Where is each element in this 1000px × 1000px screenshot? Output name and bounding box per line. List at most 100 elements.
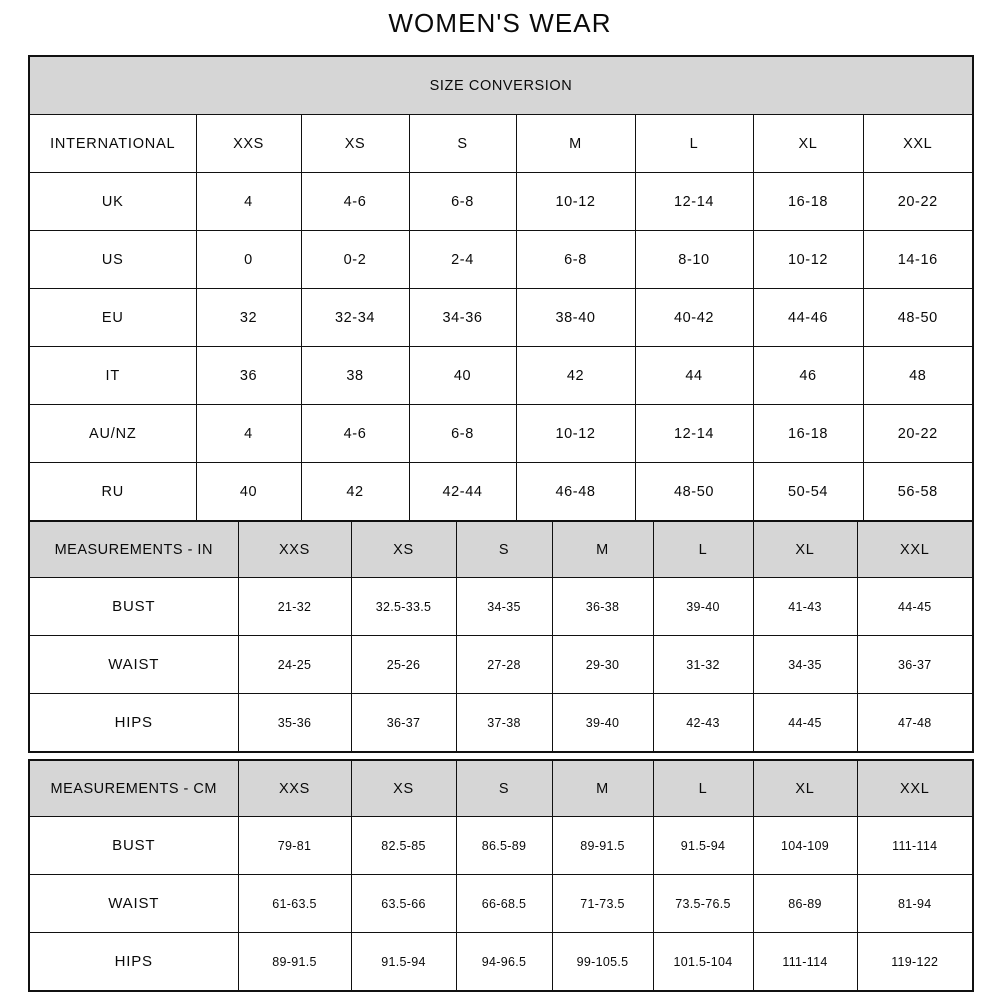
cell-value: 38 bbox=[300, 346, 410, 405]
cell-value: 36-37 bbox=[856, 635, 974, 694]
cell-value: 37-38 bbox=[455, 693, 553, 753]
cell-value: 99-105.5 bbox=[551, 932, 654, 992]
cell-value: 32.5-33.5 bbox=[350, 577, 457, 636]
cell-value: 42-43 bbox=[652, 693, 754, 753]
table-row: US 0 0-2 2-4 6-8 8-10 10-12 14-16 bbox=[28, 230, 974, 289]
cell-value: 35-36 bbox=[237, 693, 352, 753]
row-label-uk: UK bbox=[28, 172, 197, 231]
size-header-xs: XS bbox=[350, 520, 457, 578]
cell-value: 42-44 bbox=[408, 462, 517, 522]
cell-value: 34-36 bbox=[408, 288, 517, 347]
table-row: BUST 79-81 82.5-85 86.5-89 89-91.5 91.5-94 104… bbox=[28, 816, 974, 875]
cell-value: 36-38 bbox=[551, 577, 654, 636]
table-row: HIPS 89-91.5 91.5-94 94-96.5 99-105.5 101.5-1… bbox=[28, 932, 974, 992]
measurements-cm-table: MEASUREMENTS - CM XXS XS S M L XL XXL BUST 79-81 8… bbox=[28, 759, 974, 992]
row-label-it: IT bbox=[28, 346, 197, 405]
cell-value: 71-73.5 bbox=[551, 874, 654, 933]
cell-value: 44 bbox=[634, 346, 754, 405]
table-row: EU 32 32-34 34-36 38-40 40-42 44-46 48-50 bbox=[28, 288, 974, 347]
cell-value: 111-114 bbox=[752, 932, 858, 992]
cell-value: 44-46 bbox=[752, 288, 864, 347]
cell-value: 86.5-89 bbox=[455, 816, 553, 875]
cell-value: 0-2 bbox=[300, 230, 410, 289]
cell-value: 91.5-94 bbox=[350, 932, 457, 992]
cell-value: 40 bbox=[195, 462, 302, 522]
cell-value: 48 bbox=[862, 346, 974, 405]
row-label-us: US bbox=[28, 230, 197, 289]
row-label-bust: BUST bbox=[28, 577, 239, 636]
cell-value: 34-35 bbox=[455, 577, 553, 636]
cell-value: 89-91.5 bbox=[237, 932, 352, 992]
cell-value: 20-22 bbox=[862, 404, 974, 463]
cell-value: 56-58 bbox=[862, 462, 974, 522]
cell-value: 32-34 bbox=[300, 288, 410, 347]
size-header-s: S bbox=[455, 520, 553, 578]
cell-value: 12-14 bbox=[634, 404, 754, 463]
table-row: WAIST 61-63.5 63.5-66 66-68.5 71-73.5 73.5-76… bbox=[28, 874, 974, 933]
cell-value: 39-40 bbox=[551, 693, 654, 753]
cell-value: 81-94 bbox=[856, 874, 974, 933]
row-label-international: INTERNATIONAL bbox=[28, 114, 197, 173]
cell-value: 82.5-85 bbox=[350, 816, 457, 875]
cell-value: 2-4 bbox=[408, 230, 517, 289]
table-row: BUST 21-32 32.5-33.5 34-35 36-38 39-40 41-43 44… bbox=[28, 577, 974, 636]
cell-value: 4 bbox=[195, 172, 302, 231]
cell-value: 8-10 bbox=[634, 230, 754, 289]
row-label-eu: EU bbox=[28, 288, 197, 347]
size-header-m: M bbox=[551, 759, 654, 817]
cell-value: 94-96.5 bbox=[455, 932, 553, 992]
cell-value: 29-30 bbox=[551, 635, 654, 694]
size-header-s: S bbox=[455, 759, 553, 817]
cell-value: 0 bbox=[195, 230, 302, 289]
table-row: WAIST 24-25 25-26 27-28 29-30 31-32 34-35 36-37 bbox=[28, 635, 974, 694]
cell-value: 4-6 bbox=[300, 172, 410, 231]
measurements-header-row: MEASUREMENTS - CM XXS XS S M L XL XXL bbox=[28, 759, 974, 817]
cell-value: 61-63.5 bbox=[237, 874, 352, 933]
cell-value: 4-6 bbox=[300, 404, 410, 463]
cell-value: 32 bbox=[195, 288, 302, 347]
row-label-hips: HIPS bbox=[28, 693, 239, 753]
cell-value: 41-43 bbox=[752, 577, 858, 636]
size-header-xxs: XXS bbox=[237, 520, 352, 578]
size-header-m: M bbox=[551, 520, 654, 578]
row-label-ru: RU bbox=[28, 462, 197, 522]
cell-value: 47-48 bbox=[856, 693, 974, 753]
cell-value: 25-26 bbox=[350, 635, 457, 694]
size-header-xxl: XXL bbox=[856, 759, 974, 817]
size-header-xxs: XXS bbox=[237, 759, 352, 817]
cell-value: 86-89 bbox=[752, 874, 858, 933]
size-header-m: M bbox=[515, 114, 636, 173]
measurements-header-row: MEASUREMENTS - IN XXS XS S M L XL XXL bbox=[28, 520, 974, 578]
size-header-xl: XL bbox=[752, 114, 864, 173]
cell-value: 39-40 bbox=[652, 577, 754, 636]
row-label-waist: WAIST bbox=[28, 874, 239, 933]
cell-value: 44-45 bbox=[856, 577, 974, 636]
banner-row: SIZE CONVERSION bbox=[28, 55, 974, 115]
cell-value: 40 bbox=[408, 346, 517, 405]
size-conversion-banner: SIZE CONVERSION bbox=[28, 55, 974, 115]
cell-value: 38-40 bbox=[515, 288, 636, 347]
table-row: AU/NZ 4 4-6 6-8 10-12 12-14 16-18 20-22 bbox=[28, 404, 974, 463]
cell-value: 44-45 bbox=[752, 693, 858, 753]
page-title: WOMEN'S WEAR bbox=[388, 8, 612, 38]
cell-value: 50-54 bbox=[752, 462, 864, 522]
size-header-l: L bbox=[634, 114, 754, 173]
cell-value: 36-37 bbox=[350, 693, 457, 753]
row-label-bust: BUST bbox=[28, 816, 239, 875]
size-header-xxs: XXS bbox=[195, 114, 302, 173]
row-label-waist: WAIST bbox=[28, 635, 239, 694]
table-row: UK 4 4-6 6-8 10-12 12-14 16-18 20-22 bbox=[28, 172, 974, 231]
table-row: RU 40 42 42-44 46-48 48-50 50-54 56-58 bbox=[28, 462, 974, 522]
size-header-xs: XS bbox=[300, 114, 410, 173]
size-header-xl: XL bbox=[752, 759, 858, 817]
size-conversion-table: SIZE CONVERSION INTERNATIONAL XXS XS S M L XL XX… bbox=[28, 55, 974, 522]
size-header-xxl: XXL bbox=[862, 114, 974, 173]
measurements-header-label: MEASUREMENTS - CM bbox=[28, 759, 239, 817]
cell-value: 27-28 bbox=[455, 635, 553, 694]
cell-value: 16-18 bbox=[752, 172, 864, 231]
row-label-hips: HIPS bbox=[28, 932, 239, 992]
cell-value: 79-81 bbox=[237, 816, 352, 875]
cell-value: 73.5-76.5 bbox=[652, 874, 754, 933]
row-label-au-nz: AU/NZ bbox=[28, 404, 197, 463]
